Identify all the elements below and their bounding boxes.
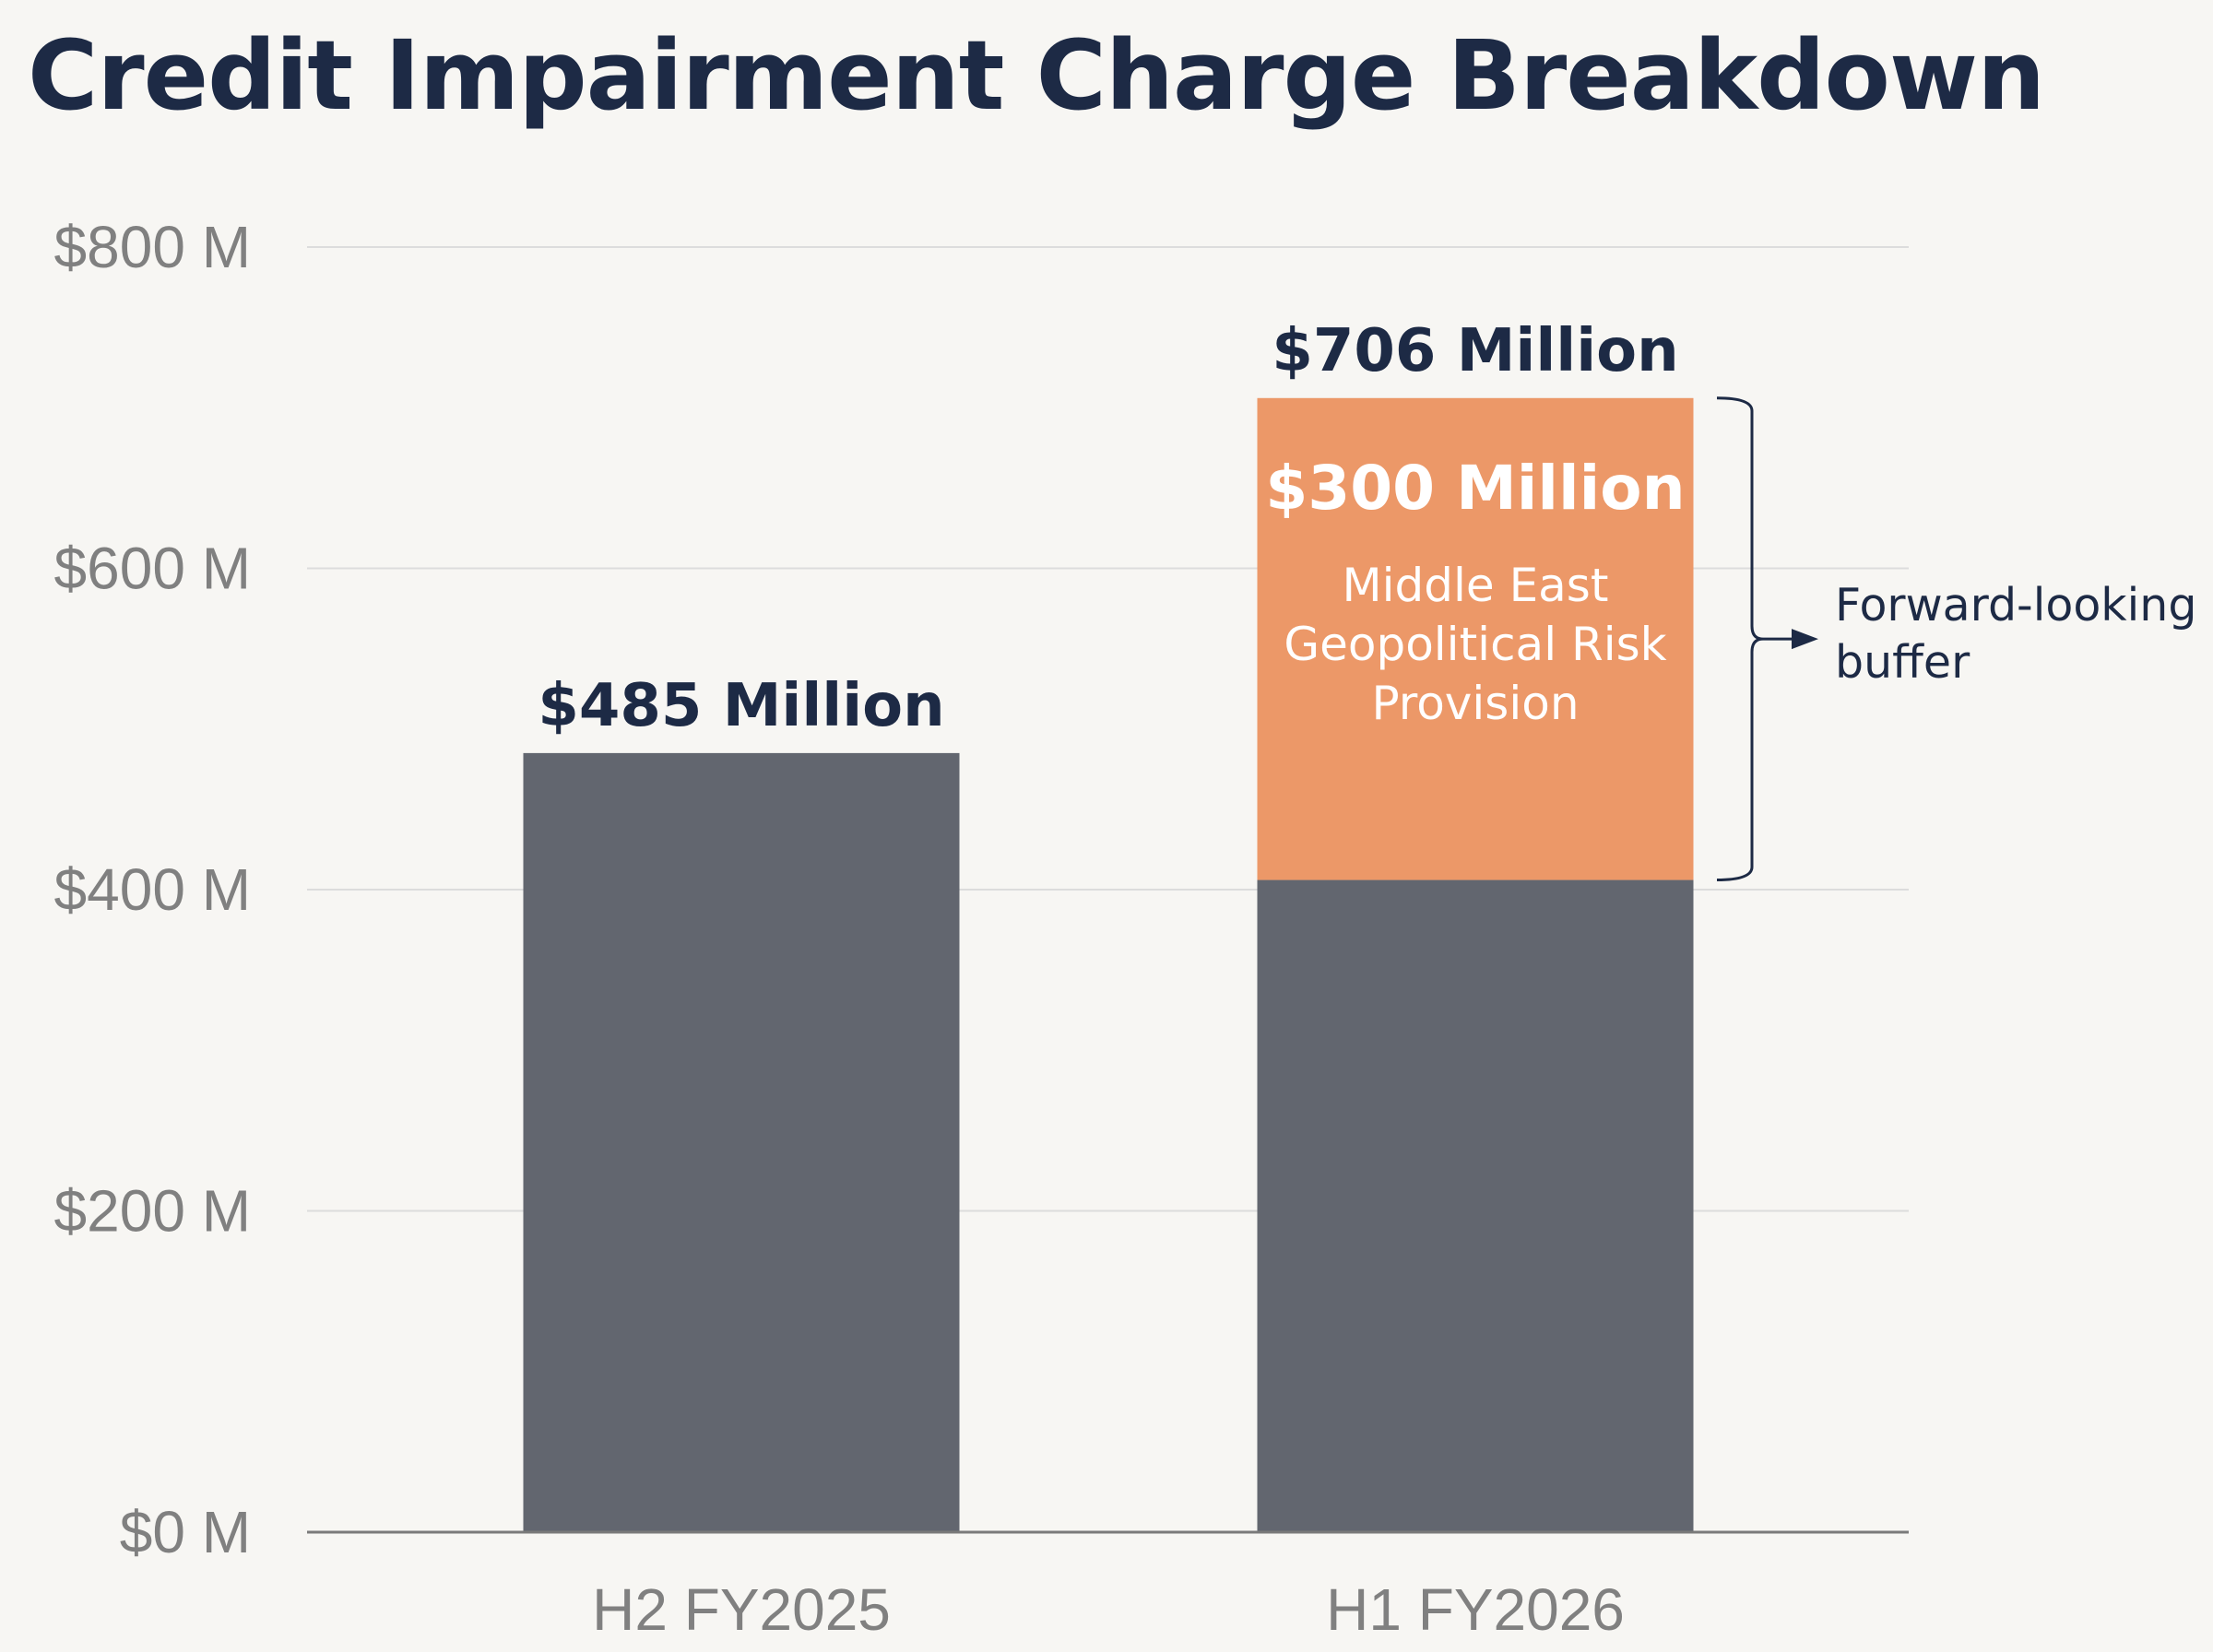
bracket-annotation-line: Forward-looking [1835,579,2196,631]
bar-total-label: $706 Million [1272,317,1678,385]
segment-description-line: Provision [1371,677,1579,730]
bar-labels: $485 Million $706 Million [538,317,1678,740]
bar-total-label: $485 Million [538,672,944,740]
y-tick-label: $600 M [54,536,251,602]
arrow-head-icon [1792,629,1818,650]
x-axis-categories: H2 FY2025 H1 FY2026 [592,1576,1625,1643]
x-category-label: H1 FY2026 [1326,1576,1625,1643]
y-tick-label: $400 M [54,856,251,923]
brace-bracket [1716,396,1764,882]
x-category-label: H2 FY2025 [592,1576,891,1643]
bars [523,397,1694,1532]
y-tick-label: $800 M [54,214,251,280]
segment-description-line: Middle East [1343,559,1609,612]
annotations: $300 Million Middle East Geopolitical Risk… [1265,396,2196,882]
bar-base-segment [1257,879,1694,1532]
bar-base-segment [523,752,960,1532]
y-tick-label: $200 M [54,1178,251,1245]
chart-title: Credit Impairment Charge Breakdown [28,19,2044,132]
y-axis-ticks: $0 M $200 M $400 M $600 M $800 M [54,214,251,1565]
segment-value-label: $300 Million [1265,453,1685,524]
bar-provision-segment [1257,397,1694,880]
bracket-annotation-line: buffer [1835,636,1970,689]
segment-description-line: Geopolitical Risk [1284,618,1666,671]
y-tick-label: $0 M [120,1499,251,1565]
